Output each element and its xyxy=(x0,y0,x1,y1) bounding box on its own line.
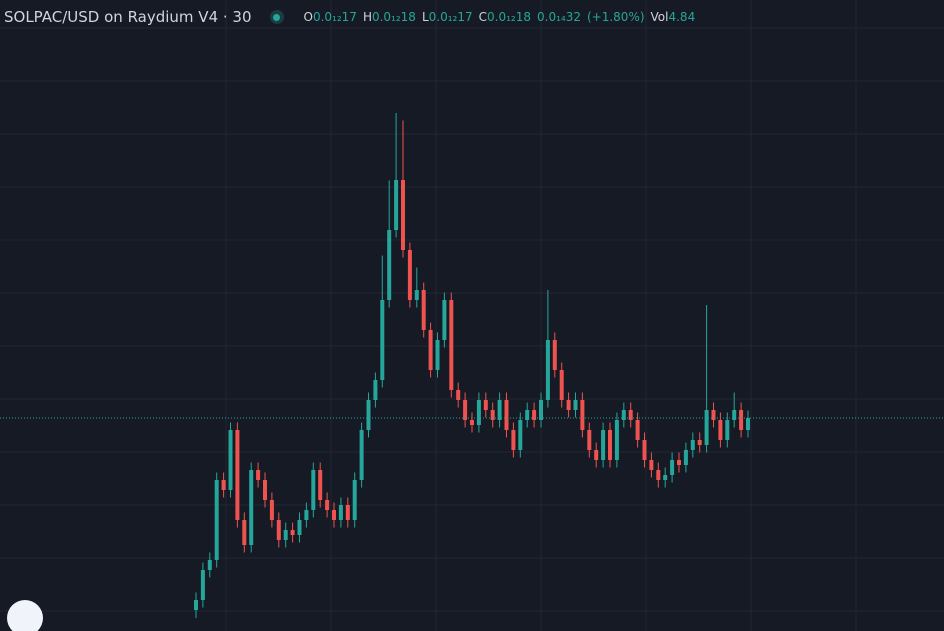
candle-body xyxy=(338,505,343,520)
volume-label: Vol xyxy=(650,10,669,24)
candle-body xyxy=(483,400,488,410)
low-label: L xyxy=(421,10,429,24)
candle-body xyxy=(511,430,516,450)
candle-body xyxy=(635,420,640,440)
candle-body xyxy=(683,450,688,465)
candle-body xyxy=(608,430,612,460)
high-label: H xyxy=(362,10,372,24)
candle-body xyxy=(539,400,543,420)
candle-body xyxy=(221,480,226,490)
candle-body xyxy=(318,470,323,500)
candle-body xyxy=(263,480,267,500)
candle-body xyxy=(449,300,454,390)
candle-body xyxy=(276,520,281,540)
candle-body xyxy=(235,430,240,520)
candle-body xyxy=(366,400,371,430)
candle-body xyxy=(559,370,564,400)
candle-body xyxy=(207,560,212,570)
candle-body xyxy=(628,410,633,420)
candle-body xyxy=(656,470,661,480)
candle-body xyxy=(532,410,537,420)
candle-body xyxy=(332,510,336,520)
change-percent: (+1.80%) xyxy=(586,10,645,24)
candle-body xyxy=(525,410,530,420)
candle-body xyxy=(414,290,419,300)
candle-body xyxy=(621,410,626,420)
candle-body xyxy=(373,380,378,400)
logo[interactable] xyxy=(7,600,43,631)
candle-body xyxy=(269,500,274,520)
close-label: C xyxy=(478,10,488,24)
candle-body xyxy=(587,430,592,450)
candle-body xyxy=(249,470,254,545)
candle-body xyxy=(670,460,675,475)
open-label: O xyxy=(303,10,313,24)
candle-body xyxy=(463,400,468,420)
candle-body xyxy=(200,570,205,600)
candle-body xyxy=(580,400,585,430)
candle-body xyxy=(718,420,723,440)
candle-body xyxy=(428,330,433,370)
legend-header: SOLPAC/USD on Raydium V4 · 30 O 0.0₁₂17 H… xyxy=(4,8,695,26)
chart-title[interactable]: SOLPAC/USD on Raydium V4 · 30 xyxy=(4,8,252,26)
candle-body xyxy=(345,505,350,520)
candle-body xyxy=(594,450,599,460)
candle-body xyxy=(304,510,309,520)
candle-body xyxy=(442,300,447,340)
candle-body xyxy=(732,410,737,420)
candle-body xyxy=(290,530,295,535)
candle-body xyxy=(497,400,502,420)
high-value: 0.0₁₂18 xyxy=(371,10,416,24)
candle-body xyxy=(476,400,481,425)
candle-body xyxy=(642,440,647,460)
candle-body xyxy=(421,290,426,330)
candle-body xyxy=(490,410,495,420)
candle-body xyxy=(214,480,219,560)
low-value: 0.0₁₂17 xyxy=(428,10,473,24)
candle-body xyxy=(545,340,550,400)
candle-body xyxy=(711,410,716,420)
candle-body xyxy=(690,440,695,450)
candle-body xyxy=(725,420,730,440)
candle-body xyxy=(242,520,247,545)
candle-body xyxy=(456,390,461,400)
candle-body xyxy=(504,400,509,430)
candle-body xyxy=(311,470,316,510)
change-value: 0.0₁₄32 xyxy=(537,10,581,24)
candle-body xyxy=(704,410,709,445)
open-value: 0.0₁₂17 xyxy=(312,10,357,24)
candle-body xyxy=(614,420,619,460)
candle-body xyxy=(552,340,557,370)
candle-body xyxy=(256,470,261,480)
candle-body xyxy=(566,400,571,410)
candle-body xyxy=(573,400,578,410)
candle-body xyxy=(394,180,399,230)
candle-body xyxy=(435,340,440,370)
candle-body xyxy=(283,530,288,540)
candle-body xyxy=(677,460,681,465)
candle-body xyxy=(649,460,654,470)
candle-body xyxy=(401,180,405,250)
candle-body xyxy=(359,430,364,480)
candle-body xyxy=(387,230,392,300)
candle-body xyxy=(228,430,233,490)
candle-body xyxy=(518,420,523,450)
candle-body xyxy=(601,430,606,460)
close-value: 0.0₁₂18 xyxy=(487,10,531,24)
volume-value: 4.84 xyxy=(668,10,696,24)
candle-body xyxy=(746,418,750,430)
candle-body xyxy=(697,440,702,445)
candle-body xyxy=(325,500,330,510)
candle-body xyxy=(470,420,474,425)
status-dot xyxy=(269,10,284,24)
candle-body xyxy=(739,410,744,430)
candle-body xyxy=(194,600,198,610)
candle-body xyxy=(663,475,668,480)
candle-body xyxy=(407,250,412,300)
candle-body xyxy=(380,300,385,380)
candle-body xyxy=(352,480,357,520)
candle-body xyxy=(297,520,302,535)
